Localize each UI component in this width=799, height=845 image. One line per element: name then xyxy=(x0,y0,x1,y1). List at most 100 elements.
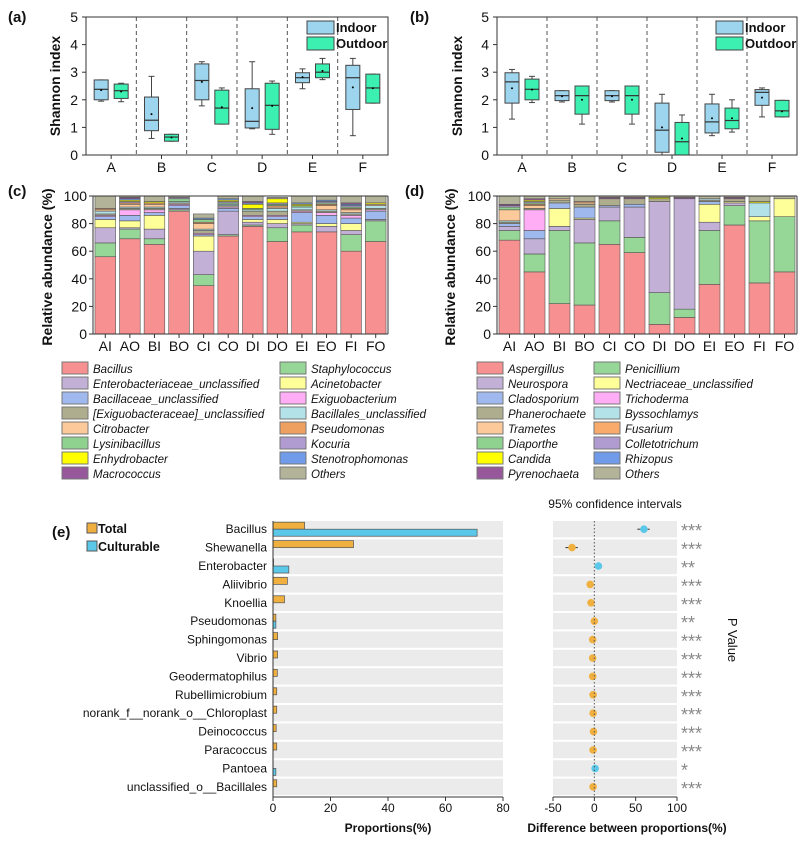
legend-swatch xyxy=(61,406,89,420)
x-tick-label: CI xyxy=(603,338,617,354)
x-tick-label: AO xyxy=(524,338,544,354)
bar-segment-others xyxy=(748,195,771,202)
x-tick-label: 40 xyxy=(381,801,395,815)
x-tick-label: FI xyxy=(345,338,357,354)
bar-segment-cladosporium xyxy=(548,202,571,209)
p-value-stars: ** xyxy=(681,613,695,633)
legend-swatch-culturable xyxy=(86,540,98,552)
bar-segment-others xyxy=(315,195,338,201)
bar-segment-lysinibacillus xyxy=(168,198,190,202)
mean-point xyxy=(371,87,374,90)
row-label: unclassified_o__Bacillales xyxy=(127,780,267,794)
mean-point xyxy=(531,88,533,91)
legend-swatch-total xyxy=(86,522,98,534)
bar-segment-neurospora xyxy=(723,202,746,206)
legend-swatch xyxy=(279,466,307,480)
bar-segment-bacillaceae-unclassified xyxy=(340,217,362,224)
x-axis-title: Proportions(%) xyxy=(345,821,432,835)
bar-segment--exiguobacteraceae-unclassified xyxy=(242,210,264,216)
bar-segment-phanerochaete xyxy=(648,198,671,202)
bar-total xyxy=(272,705,278,714)
x-tick-label: AI xyxy=(99,338,112,354)
bar-segment-bacillus xyxy=(340,250,362,335)
legend-label: Indoor xyxy=(745,20,785,35)
bar-total xyxy=(272,687,278,696)
bar-segment-others xyxy=(94,195,116,209)
x-tick-label: CI xyxy=(197,338,211,354)
legend-swatch xyxy=(279,421,307,435)
bar-segment-acinetobacter xyxy=(340,223,362,231)
bar-segment-others xyxy=(266,197,288,200)
difference-point xyxy=(568,543,576,552)
bar-segment-others xyxy=(291,195,313,204)
bar-segment-phanerochaete xyxy=(548,199,571,204)
legend-label: Macrococcus xyxy=(93,469,161,481)
x-tick-label: DO xyxy=(674,338,695,354)
row-band xyxy=(273,649,503,667)
diff-x-tick-label: 0 xyxy=(591,801,598,815)
legend-label: Colletotrichum xyxy=(625,439,699,451)
y-tick-label: 5 xyxy=(481,9,489,25)
bar-segment-others xyxy=(498,195,521,205)
y-tick-label: 1 xyxy=(481,119,489,135)
x-tick-label: EI xyxy=(295,338,308,354)
bar-segment-bacillus xyxy=(365,241,387,335)
legend-swatch xyxy=(593,361,621,375)
bar-segment-enterobacteriaceae-unclassified xyxy=(315,226,338,233)
x-tick-label: D xyxy=(257,159,267,175)
legend-swatch xyxy=(279,376,307,390)
bar-segment-bacillus xyxy=(315,231,338,335)
mean-point xyxy=(581,98,583,101)
bar-segment-enterobacteriaceae-unclassified xyxy=(340,230,362,235)
mean-point xyxy=(150,113,153,116)
mean-point xyxy=(711,117,713,120)
bar-segment-citrobacter xyxy=(143,203,166,208)
diff-x-tick-label: 50 xyxy=(629,801,643,815)
legend-label: Stenotrophomonas xyxy=(311,454,408,466)
bar-segment-aspergillus xyxy=(548,303,571,335)
bar-segment-lysinibacillus xyxy=(193,219,215,223)
x-tick-label: D xyxy=(667,159,677,175)
legend-label: Rhizopus xyxy=(625,454,673,466)
bar-total xyxy=(272,540,354,548)
p-value-stars: *** xyxy=(681,650,702,670)
legend-label: Outdoor xyxy=(336,36,387,51)
y-tick-label: 20 xyxy=(475,298,491,314)
bar-segment-penicillium xyxy=(523,253,546,273)
row-band xyxy=(553,594,677,611)
mean-point xyxy=(661,126,663,129)
y-tick-label: 3 xyxy=(70,64,78,80)
x-tick-label: C xyxy=(617,159,627,175)
diff-x-axis-title: Difference between proportions(%) xyxy=(527,821,726,835)
legend-label: Lysinibacillus xyxy=(93,439,161,451)
row-label: Pseudomonas xyxy=(190,614,267,628)
y-tick-label: 40 xyxy=(71,271,87,287)
bar-segment-cladosporium xyxy=(573,206,596,219)
x-tick-label: BO xyxy=(574,338,594,354)
legend-swatch xyxy=(476,466,504,480)
legend-swatch xyxy=(279,436,307,450)
x-tick-label: EI xyxy=(703,338,716,354)
stacked-bar-panel-c: (c) Relative abundance (%) 0 20 40 60 80 100 AI A… xyxy=(8,183,427,481)
difference-point xyxy=(589,727,598,736)
x-tick-label: FI xyxy=(753,338,765,354)
legend-label: Enhydrobacter xyxy=(93,454,169,466)
mean-point xyxy=(271,104,274,107)
panel-letter: (b) xyxy=(410,9,429,26)
bar-segment-enterobacteriaceae-unclassified xyxy=(217,210,239,235)
bar-segment-cladosporium xyxy=(623,203,646,208)
y-tick-label: 20 xyxy=(71,298,87,314)
box-plot-panel-b: (b) Shannon index 0 1 2 3 4 5 A B C D E F IndoorOutdoo… xyxy=(410,9,798,175)
legend-swatch-outdoor xyxy=(306,36,335,51)
bar-segment-bacillaceae-unclassified xyxy=(119,215,141,222)
x-tick-label: A xyxy=(106,159,116,175)
p-value-stars: *** xyxy=(681,724,702,744)
bar-segment-aspergillus xyxy=(723,224,746,335)
bar-segment-bacillus xyxy=(217,235,239,335)
bar-segment-acinetobacter xyxy=(193,235,215,252)
legend-label: Nectriaceae_unclassified xyxy=(625,379,753,391)
bar-segment-bacillus xyxy=(94,256,116,335)
row-band xyxy=(553,705,677,722)
y-tick-label: 80 xyxy=(71,216,87,232)
